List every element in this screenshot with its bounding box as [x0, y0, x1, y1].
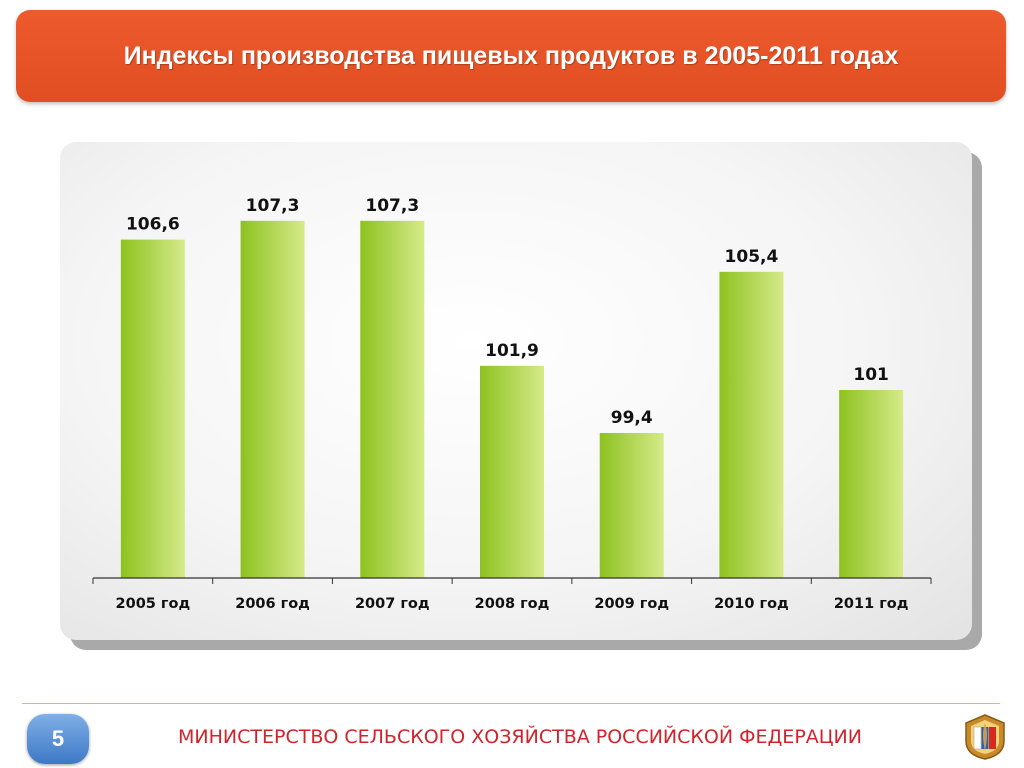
category-label: 2006 год — [235, 596, 310, 612]
bar-value-label: 101 — [853, 365, 889, 385]
bar — [719, 272, 783, 578]
chart-panel: 106,6 2005 год 107,3 2006 год 107,3 2007 год 1… — [60, 142, 972, 640]
bar — [241, 221, 305, 578]
bar-chart: 106,6 2005 год 107,3 2006 год 107,3 2007 год 1… — [60, 142, 972, 640]
category-label: 2007 год — [355, 596, 430, 612]
title-banner: Индексы производства пищевых продуктов в… — [16, 10, 1006, 102]
bar — [360, 221, 424, 578]
page-number-badge: 5 — [27, 714, 89, 764]
bar-value-label: 101,9 — [485, 341, 539, 361]
bar-value-label: 107,3 — [246, 196, 300, 216]
bar-value-label: 106,6 — [126, 215, 180, 235]
category-label: 2010 год — [714, 596, 789, 612]
bar-value-label: 105,4 — [725, 247, 779, 267]
page-number: 5 — [52, 726, 64, 752]
ministry-emblem-icon — [962, 713, 1008, 761]
bar — [121, 240, 185, 578]
bar — [839, 390, 903, 578]
category-label: 2005 год — [116, 596, 191, 612]
bar — [600, 433, 664, 578]
bar-value-label: 107,3 — [365, 196, 419, 216]
category-label: 2009 год — [594, 596, 669, 612]
page-title: Индексы производства пищевых продуктов в… — [124, 42, 899, 71]
footer-divider — [22, 703, 1000, 704]
ministry-name: МИНИСТЕРСТВО СЕЛЬСКОГО ХОЗЯЙСТВА РОССИЙС… — [110, 726, 930, 748]
bar-value-label: 99,4 — [611, 408, 653, 428]
bar — [480, 366, 544, 578]
category-label: 2011 год — [834, 596, 909, 612]
category-label: 2008 год — [475, 596, 550, 612]
